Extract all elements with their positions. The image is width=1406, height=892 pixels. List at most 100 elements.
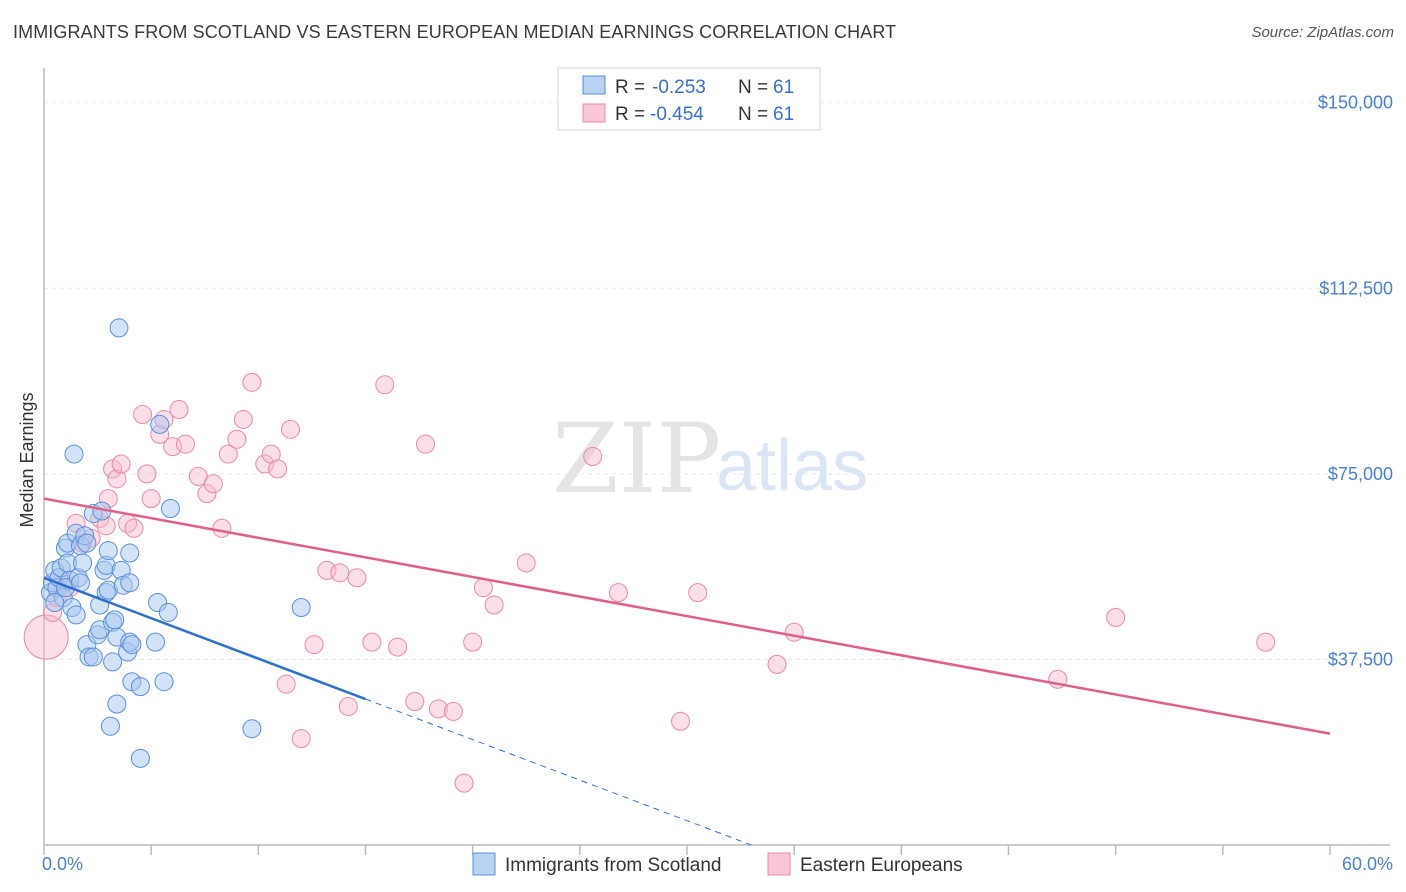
point-eastern-51 xyxy=(463,632,483,652)
legend-swatch-pink xyxy=(582,103,606,123)
chart-title: IMMIGRANTS FROM SCOTLAND VS EASTERN EURO… xyxy=(13,22,897,42)
legend-r-value-1: -0.253 xyxy=(652,77,706,98)
legend-n-value-1: 61 xyxy=(773,77,794,98)
point-eastern-40 xyxy=(330,563,350,583)
legend-swatch-blue xyxy=(582,75,606,95)
point-eastern-45 xyxy=(388,637,408,657)
trend-line-scotland xyxy=(43,576,366,701)
point-eastern-56 xyxy=(608,583,628,603)
source-credit: Source: ZipAtlas.com xyxy=(1251,24,1394,41)
bottom-legend-swatch-eastern xyxy=(767,852,791,876)
point-eastern-38 xyxy=(304,635,324,655)
legend-r-value-2: -0.454 xyxy=(650,104,704,125)
point-scotland-16 xyxy=(66,605,86,625)
point-eastern-43 xyxy=(362,632,382,652)
bottom-legend-swatch-scotland xyxy=(472,852,496,876)
point-eastern-23 xyxy=(175,434,195,454)
point-eastern-15 xyxy=(124,518,144,538)
legend-n-label-1: N = xyxy=(738,77,768,98)
y-tick-label-3: $150,000 xyxy=(1318,93,1393,113)
correlation-legend: R = -0.253 N = 61 R = -0.454 N = 61 xyxy=(557,67,821,131)
point-scotland-19 xyxy=(73,553,93,573)
bottom-legend-label-scotland: Immigrants from Scotland xyxy=(505,855,721,876)
point-eastern-55 xyxy=(583,447,603,467)
trend-lines xyxy=(43,497,1331,846)
point-scotland-24 xyxy=(83,647,103,667)
point-scotland-54 xyxy=(150,414,170,434)
point-eastern-48 xyxy=(428,699,448,719)
legend-n-value-2: 61 xyxy=(773,104,794,125)
legend-r-label-2: R = xyxy=(615,104,645,125)
point-eastern-29 xyxy=(227,429,247,449)
y-tick-label-1: $75,000 xyxy=(1328,464,1393,484)
point-scotland-58 xyxy=(160,499,180,519)
point-eastern-50 xyxy=(454,773,474,793)
point-eastern-35 xyxy=(276,674,296,694)
bottom-legend-label-eastern: Eastern Europeans xyxy=(800,855,963,876)
point-eastern-47 xyxy=(416,434,436,454)
y-axis-label: Median Earnings xyxy=(17,392,37,527)
point-eastern-16 xyxy=(133,404,153,424)
point-eastern-18 xyxy=(141,489,161,509)
point-eastern-13 xyxy=(111,454,131,474)
watermark-zip: ZIP xyxy=(552,403,721,515)
point-scotland-41 xyxy=(109,318,129,338)
x-tick-label-max: 60.0% xyxy=(1342,854,1393,874)
series-immigrants-from-scotland xyxy=(40,318,311,768)
point-eastern-59 xyxy=(767,654,787,674)
point-eastern-32 xyxy=(255,454,275,474)
point-eastern-62 xyxy=(1106,607,1126,627)
point-eastern-34 xyxy=(268,459,288,479)
trend-line-scotland-extension xyxy=(365,698,752,846)
point-eastern-37 xyxy=(291,729,311,749)
point-eastern-46 xyxy=(405,691,425,711)
point-eastern-63 xyxy=(1256,632,1276,652)
watermark-atlas: atlas xyxy=(716,426,868,506)
point-scotland-50 xyxy=(120,573,140,593)
legend-n-label-2: N = xyxy=(738,104,768,125)
point-eastern-25 xyxy=(197,484,217,504)
point-eastern-44 xyxy=(375,375,395,395)
point-eastern-41 xyxy=(338,696,358,716)
point-eastern-31 xyxy=(242,372,262,392)
point-eastern-24 xyxy=(188,466,208,486)
point-eastern-26 xyxy=(203,474,223,494)
trend-line-eastern xyxy=(43,497,1331,735)
point-scotland-14 xyxy=(64,444,84,464)
point-eastern-30 xyxy=(233,409,253,429)
point-scotland-49 xyxy=(122,635,142,655)
point-scotland-56 xyxy=(154,672,174,692)
point-eastern-28 xyxy=(218,444,238,464)
point-scotland-40 xyxy=(107,694,127,714)
point-scotland-37 xyxy=(105,610,125,630)
point-scotland-12 xyxy=(45,593,65,613)
point-scotland-21 xyxy=(77,533,97,553)
point-scotland-34 xyxy=(98,541,118,561)
y-tick-label-2: $112,500 xyxy=(1319,278,1393,298)
legend-r-label-1: R = xyxy=(615,77,645,98)
point-scotland-51 xyxy=(120,543,140,563)
point-eastern-12 xyxy=(107,469,127,489)
point-eastern-0 xyxy=(23,614,69,660)
point-eastern-22 xyxy=(169,400,189,420)
point-eastern-53 xyxy=(484,595,504,615)
point-eastern-42 xyxy=(347,568,367,588)
point-eastern-57 xyxy=(671,711,691,731)
point-scotland-52 xyxy=(130,748,150,768)
point-eastern-17 xyxy=(137,464,157,484)
point-scotland-53 xyxy=(145,632,165,652)
x-axis-ticks xyxy=(43,845,1331,855)
series-eastern-europeans xyxy=(23,372,1276,793)
point-eastern-49 xyxy=(443,701,463,721)
gridlines xyxy=(44,102,1390,660)
point-eastern-60 xyxy=(784,622,804,642)
point-scotland-44 xyxy=(100,716,120,736)
point-eastern-27 xyxy=(212,518,232,538)
point-scotland-48 xyxy=(130,677,150,697)
point-scotland-57 xyxy=(158,602,178,622)
point-eastern-58 xyxy=(688,583,708,603)
y-tick-label-0: $37,500 xyxy=(1328,649,1393,669)
point-eastern-52 xyxy=(473,578,493,598)
point-scotland-59 xyxy=(242,719,262,739)
